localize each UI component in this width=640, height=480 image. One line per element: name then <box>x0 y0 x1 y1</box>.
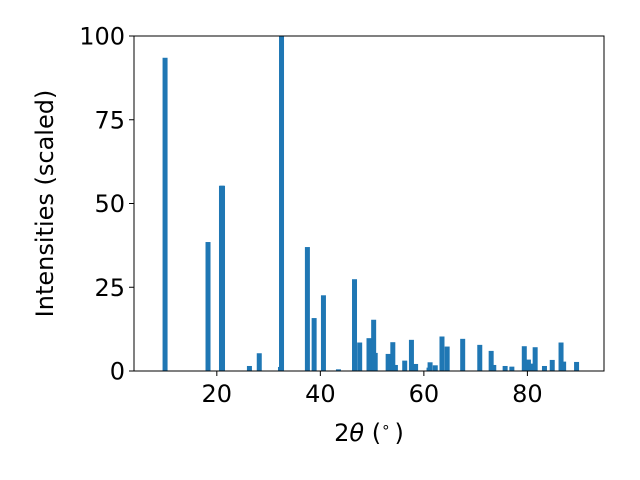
y-axis-ticks: 0 25 50 75 100 <box>79 23 134 386</box>
x-tick-label: 80 <box>512 380 543 408</box>
bar-series <box>162 36 580 372</box>
bar <box>558 342 564 371</box>
bar <box>413 363 419 371</box>
bar <box>371 319 377 371</box>
bar <box>488 350 494 371</box>
bar <box>366 338 372 371</box>
bar <box>205 242 211 371</box>
bar <box>509 366 515 371</box>
bar <box>521 346 527 371</box>
x-axis-label: 2θ (∘) <box>334 418 404 447</box>
bar <box>532 347 538 371</box>
y-tick-label: 25 <box>94 274 125 302</box>
bar <box>335 369 341 371</box>
bar <box>246 365 252 371</box>
bar <box>460 338 466 371</box>
y-tick-label: 75 <box>94 106 125 134</box>
bar <box>574 361 580 371</box>
bar <box>549 359 555 371</box>
bar <box>256 353 262 371</box>
bar <box>392 364 398 371</box>
bar <box>372 352 378 371</box>
bar <box>162 57 168 372</box>
bar <box>561 361 567 371</box>
bar <box>477 344 483 371</box>
bar <box>439 336 445 371</box>
bar <box>352 279 358 371</box>
bar <box>220 185 226 371</box>
bar <box>279 36 285 371</box>
x-tick-label: 20 <box>202 380 233 408</box>
bar <box>408 339 414 371</box>
bar <box>385 353 391 371</box>
bar <box>357 342 363 371</box>
x-tick-label: 60 <box>409 380 440 408</box>
y-axis-label: Intensities (scaled) <box>31 90 59 318</box>
bar <box>444 346 450 371</box>
bar <box>402 360 408 371</box>
bar <box>432 365 438 371</box>
y-tick-label: 50 <box>94 190 125 218</box>
bar <box>502 365 508 371</box>
bar <box>390 342 396 371</box>
y-tick-label: 0 <box>110 358 125 386</box>
bar <box>491 364 497 371</box>
bar <box>541 365 547 371</box>
bar <box>311 318 317 371</box>
x-axis-ticks: 20 40 60 80 <box>202 371 543 408</box>
x-tick-label: 40 <box>305 380 336 408</box>
bar <box>427 362 433 371</box>
y-tick-label: 100 <box>79 23 125 51</box>
bar <box>530 363 536 371</box>
bar <box>525 359 531 371</box>
bar <box>304 247 310 371</box>
bar <box>320 295 326 371</box>
